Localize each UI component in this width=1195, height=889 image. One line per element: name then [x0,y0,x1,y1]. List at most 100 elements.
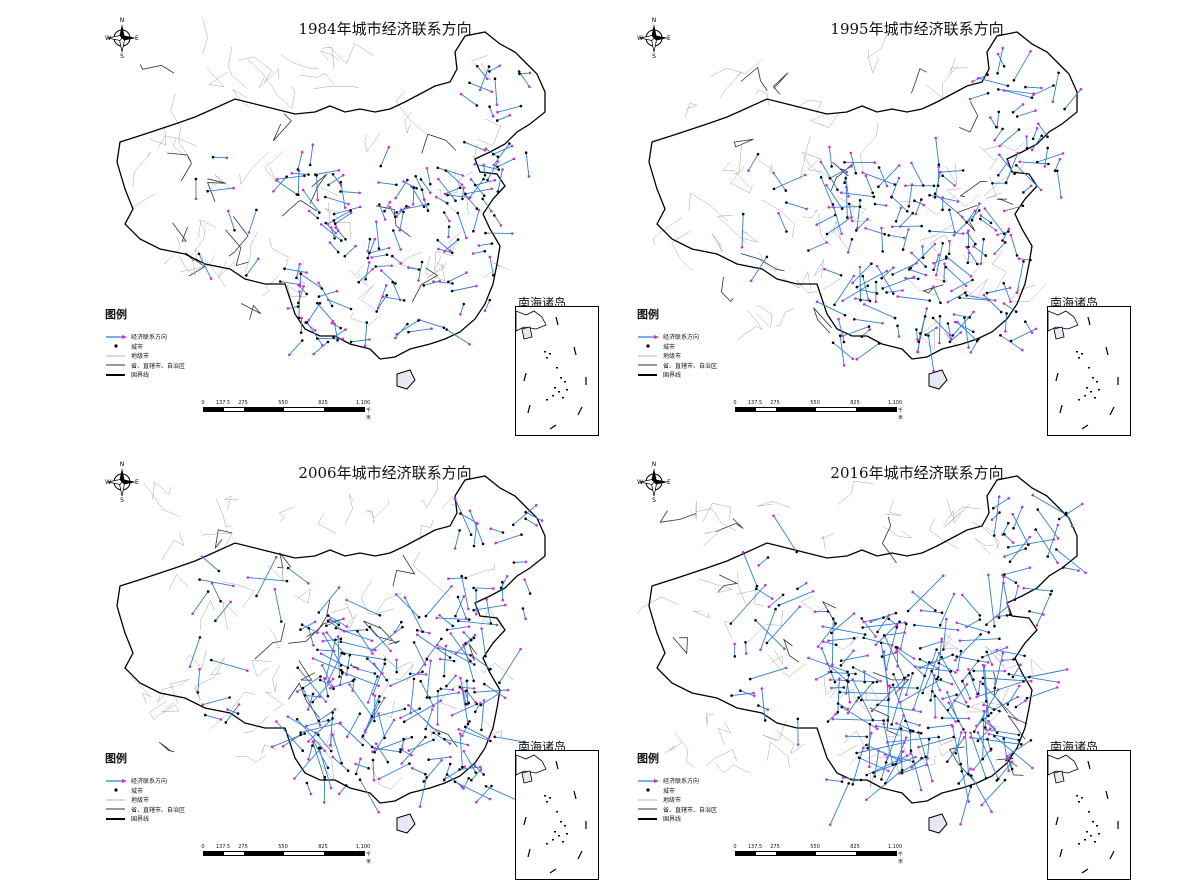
city-dot [391,254,394,258]
medium-line-icon [637,805,659,813]
inset-map [515,310,587,430]
admin-boundary [172,222,188,242]
arrow-head [427,631,431,635]
arrow-head [858,265,862,269]
admin-boundary [309,173,327,205]
link-arrow [419,777,428,807]
arrow-head [855,357,859,361]
admin-boundary [991,250,1007,292]
city-dot [843,313,847,317]
city-dot [417,268,421,271]
arrow-head [918,724,921,727]
city-dot [744,641,747,644]
city-dot [959,762,963,766]
city-dot [730,694,733,697]
arrow-head [198,667,201,671]
city-dot [960,770,964,773]
arrow-head [937,651,941,655]
city-dot [341,672,344,675]
arrow-head [535,524,538,527]
city-dot [486,178,489,182]
city-dot [860,617,863,620]
city-dot [427,758,430,761]
arrow-head [1040,86,1043,90]
arrow-head [938,341,941,345]
city-dot [482,177,485,181]
city-dot [989,711,993,715]
admin-boundary [813,259,824,279]
link-arrow [329,618,339,626]
link-arrow [374,719,395,753]
link-arrow [451,703,478,716]
city-dot [895,626,898,629]
admin-boundary [375,677,391,703]
inset-map [515,754,587,874]
admin-boundary [149,700,174,721]
arrow-head [319,223,323,226]
scale-bar: 0 137.5 275 550 825 1,100 千米 [201,844,373,865]
legend-item-prefecture: 地级市 [105,351,185,361]
city-dot [873,775,877,778]
admin-boundary [959,181,988,198]
arrow-head [899,206,903,210]
city-dot [1053,169,1057,172]
city-dot [754,587,758,591]
arrow-head [528,71,532,75]
arrow-head [910,183,914,186]
admin-boundary [715,763,751,774]
arrow-head [892,266,895,269]
arrow-head [949,337,953,341]
admin-boundary [797,279,818,293]
city-dot [395,211,399,214]
link-arrow [826,779,843,783]
link-arrow [525,152,530,177]
arrow-head [897,176,901,180]
arrow-head [1035,126,1039,130]
arrow-head [766,708,769,711]
city-dot [299,628,302,631]
link-arrow [996,649,1025,657]
arrow-head [1016,151,1020,155]
arrow-head [852,612,856,615]
admin-boundary [239,151,269,186]
city-dot [460,574,464,578]
arrow-head [749,279,753,283]
legend-item-national: 国界线 [105,370,185,380]
link-arrow [497,105,522,113]
arrow-head [910,766,914,769]
city-dot [422,284,426,287]
link-arrow [963,317,970,348]
city-points [729,506,1068,788]
arrow-head [764,583,767,587]
north-arrow: N S W E [637,14,671,60]
admin-boundary [131,676,151,704]
admin-boundary [241,303,262,320]
admin-boundary [357,285,378,312]
city-dot [339,668,343,672]
arrow-head [848,700,852,704]
arrow-head [368,338,371,341]
arrow-head [895,648,899,652]
compass-s: S [652,497,656,502]
link-arrow [346,599,380,616]
link-arrow [938,316,941,343]
link-arrow [497,158,515,168]
city-dot [305,292,308,296]
city-dot [357,280,361,284]
arrow-head [1001,651,1005,655]
city-dot [394,282,397,285]
city-dot [343,254,347,258]
link-arrow [493,215,502,226]
link-arrow [892,684,911,733]
city-dot [316,337,319,340]
arrow-head [1028,566,1032,569]
admin-boundary [807,157,836,183]
city-dot [370,715,374,718]
scale-bar: 0 137.5 275 550 825 1,100 千米 [733,400,905,421]
city-dot [474,589,478,592]
link-arrow [1003,303,1017,313]
link-arrow [837,703,849,710]
legend: 图例 经济联系方向 城市 地级市 省、直辖市、自治区 [105,750,185,824]
link-arrow [948,209,956,233]
arrow-head [422,198,426,201]
